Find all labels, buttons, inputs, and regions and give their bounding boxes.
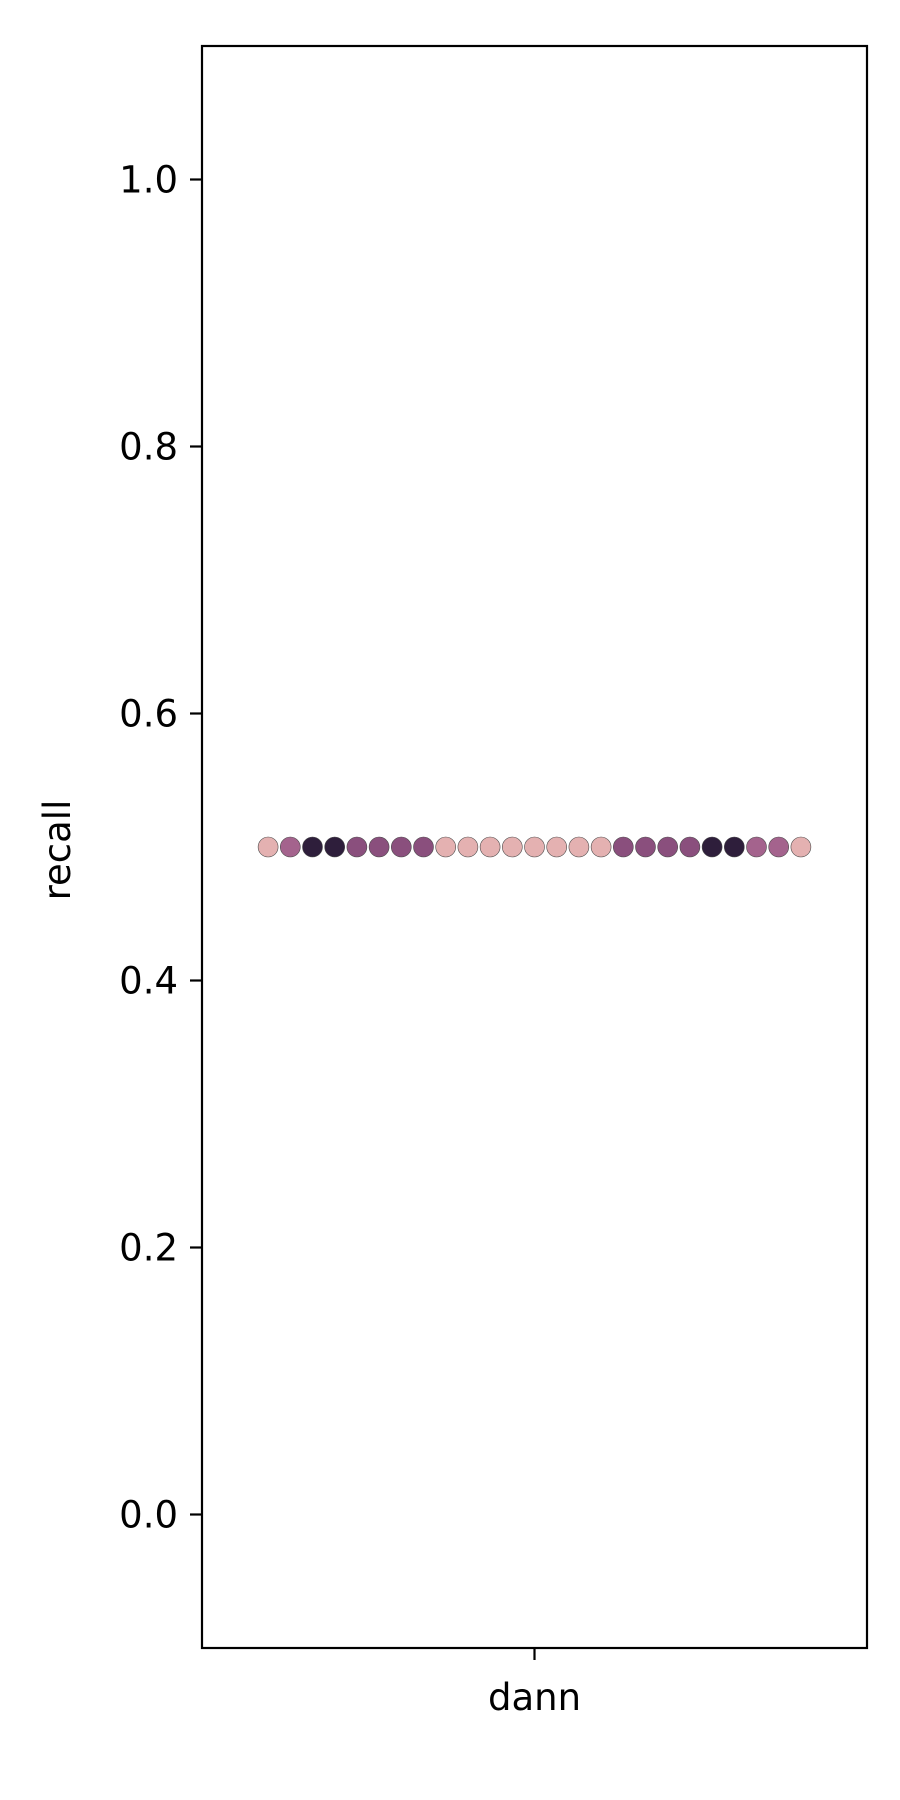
points-layer — [257, 836, 812, 858]
data-point — [657, 836, 679, 858]
data-point — [679, 836, 701, 858]
data-point — [590, 836, 612, 858]
data-point — [568, 836, 590, 858]
data-point — [501, 836, 523, 858]
data-point — [612, 836, 634, 858]
x-axis: dann — [488, 1648, 581, 1719]
data-point — [346, 836, 368, 858]
y-tick-label: 0.0 — [119, 1494, 178, 1537]
y-tick-label: 0.6 — [119, 693, 178, 736]
data-point — [413, 836, 434, 858]
y-tick-label: 0.2 — [119, 1227, 178, 1270]
data-point — [324, 836, 346, 858]
data-point — [635, 836, 656, 858]
y-tick-label: 0.8 — [119, 426, 178, 469]
data-point — [257, 836, 279, 858]
data-point — [479, 836, 501, 858]
x-tick-label: dann — [488, 1676, 581, 1719]
y-axis-label: recall — [36, 800, 79, 901]
data-point — [723, 836, 745, 858]
data-point — [790, 836, 812, 858]
y-axis: 0.0 0.2 0.4 0.6 0.8 1.0 — [119, 159, 202, 1537]
y-tick-label: 0.4 — [119, 960, 178, 1003]
data-point — [279, 836, 301, 858]
data-point — [368, 836, 390, 858]
data-point — [768, 836, 790, 858]
data-point — [390, 836, 412, 858]
data-point — [524, 836, 545, 858]
data-point — [435, 836, 457, 858]
y-tick-label: 1.0 — [119, 159, 178, 202]
data-point — [546, 836, 568, 858]
data-point — [746, 836, 767, 858]
data-point — [302, 836, 323, 858]
data-point — [701, 836, 723, 858]
data-point — [457, 836, 479, 858]
